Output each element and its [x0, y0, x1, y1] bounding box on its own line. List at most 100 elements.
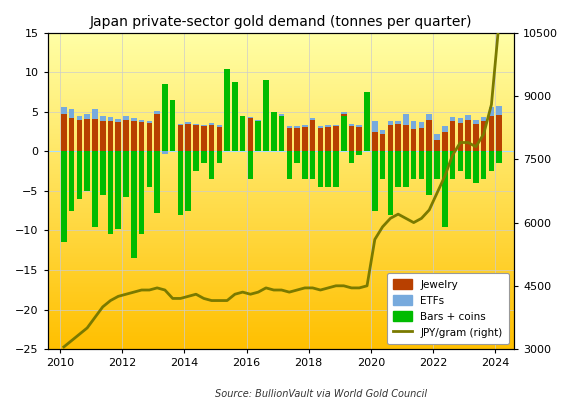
Bar [48, 66, 514, 68]
Bar [240, 116, 245, 152]
Bar [489, 116, 494, 152]
Bar [92, 119, 98, 152]
Bar [434, 140, 440, 152]
Bar [100, 116, 105, 121]
Bar [48, 191, 514, 193]
Bar [302, 127, 308, 152]
Legend: Jewelry, ETFs, Bars + coins, JPY/gram (right): Jewelry, ETFs, Bars + coins, JPY/gram (r… [387, 273, 509, 344]
Bar [48, 93, 514, 95]
Bar [48, 95, 514, 96]
Bar [48, 248, 514, 249]
Bar [240, 124, 245, 125]
Bar [48, 148, 514, 150]
Bar [193, 124, 199, 125]
Bar [48, 68, 514, 69]
Bar [48, 305, 514, 306]
Bar [333, 126, 339, 152]
Bar [465, 120, 471, 152]
Bar [48, 346, 514, 348]
Bar [48, 35, 514, 36]
Bar [372, 132, 378, 152]
Bar [48, 251, 514, 253]
Bar [48, 144, 514, 145]
Bar [48, 164, 514, 166]
Bar [48, 83, 514, 85]
Bar [48, 88, 514, 90]
Bar [209, 123, 214, 124]
Bar [481, 152, 486, 179]
Bar [201, 124, 207, 126]
Bar [48, 333, 514, 335]
Text: Source: BullionVault via World Gold Council: Source: BullionVault via World Gold Coun… [215, 389, 427, 399]
Bar [48, 36, 514, 38]
Bar [450, 117, 456, 121]
Bar [457, 123, 463, 152]
Bar [48, 240, 514, 241]
Bar [263, 80, 269, 152]
Bar [48, 109, 514, 111]
Bar [403, 152, 409, 187]
Bar [48, 338, 514, 340]
Bar [48, 232, 514, 234]
Bar [139, 122, 144, 152]
Bar [48, 278, 514, 279]
Bar [426, 115, 432, 120]
Bar [48, 292, 514, 294]
Bar [48, 325, 514, 327]
Bar [48, 107, 514, 109]
Bar [48, 53, 514, 55]
Bar [411, 152, 417, 179]
Bar [131, 121, 136, 152]
Bar [108, 120, 113, 152]
Bar [186, 122, 191, 124]
Bar [232, 82, 238, 152]
Bar [48, 178, 514, 180]
Bar [170, 123, 175, 152]
Bar [48, 234, 514, 235]
Bar [84, 119, 90, 152]
Bar [48, 39, 514, 41]
Bar [48, 213, 514, 215]
Bar [48, 82, 514, 83]
Bar [48, 170, 514, 172]
Bar [48, 112, 514, 114]
Bar [48, 311, 514, 313]
Bar [248, 118, 253, 152]
Bar [442, 126, 448, 132]
Bar [48, 316, 514, 318]
Bar [48, 134, 514, 136]
Bar [465, 152, 471, 179]
Bar [48, 287, 514, 289]
Bar [178, 125, 183, 152]
Bar [100, 152, 105, 195]
Bar [48, 80, 514, 82]
Bar [48, 190, 514, 191]
Bar [48, 314, 514, 316]
Bar [481, 121, 486, 152]
Bar [48, 85, 514, 87]
Bar [278, 116, 284, 152]
Bar [295, 128, 300, 152]
Bar [48, 153, 514, 155]
Bar [48, 47, 514, 49]
Bar [48, 294, 514, 295]
Bar [48, 203, 514, 205]
Bar [48, 142, 514, 144]
Bar [48, 104, 514, 106]
Bar [48, 243, 514, 245]
Bar [481, 117, 486, 121]
Bar [224, 69, 230, 152]
Bar [442, 132, 448, 152]
Bar [434, 134, 440, 140]
Bar [271, 112, 277, 152]
Bar [48, 343, 514, 344]
Bar [286, 126, 292, 128]
Bar [48, 194, 514, 196]
Bar [403, 124, 409, 152]
Bar [278, 115, 284, 116]
Bar [48, 202, 514, 203]
Bar [108, 152, 113, 235]
Bar [48, 348, 514, 349]
Bar [48, 275, 514, 277]
Bar [232, 115, 238, 152]
